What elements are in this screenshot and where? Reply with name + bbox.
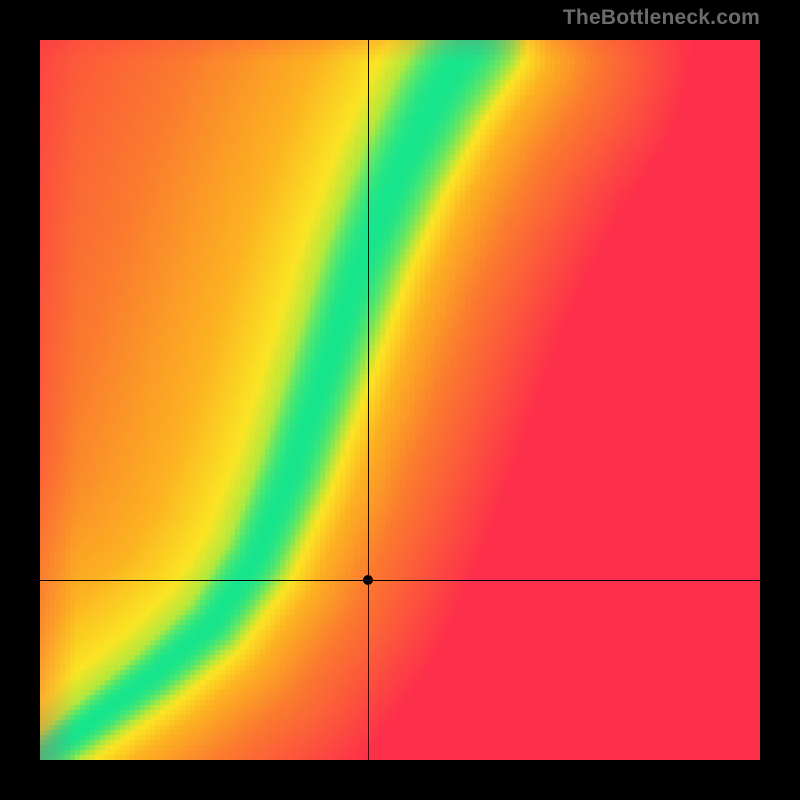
crosshair-vertical [368, 40, 369, 760]
crosshair-horizontal [40, 580, 760, 581]
marker-dot [363, 575, 373, 585]
heatmap-plot [40, 40, 760, 760]
heatmap-canvas [40, 40, 760, 760]
watermark-text: TheBottleneck.com [563, 6, 760, 30]
chart-container: TheBottleneck.com [0, 0, 800, 800]
